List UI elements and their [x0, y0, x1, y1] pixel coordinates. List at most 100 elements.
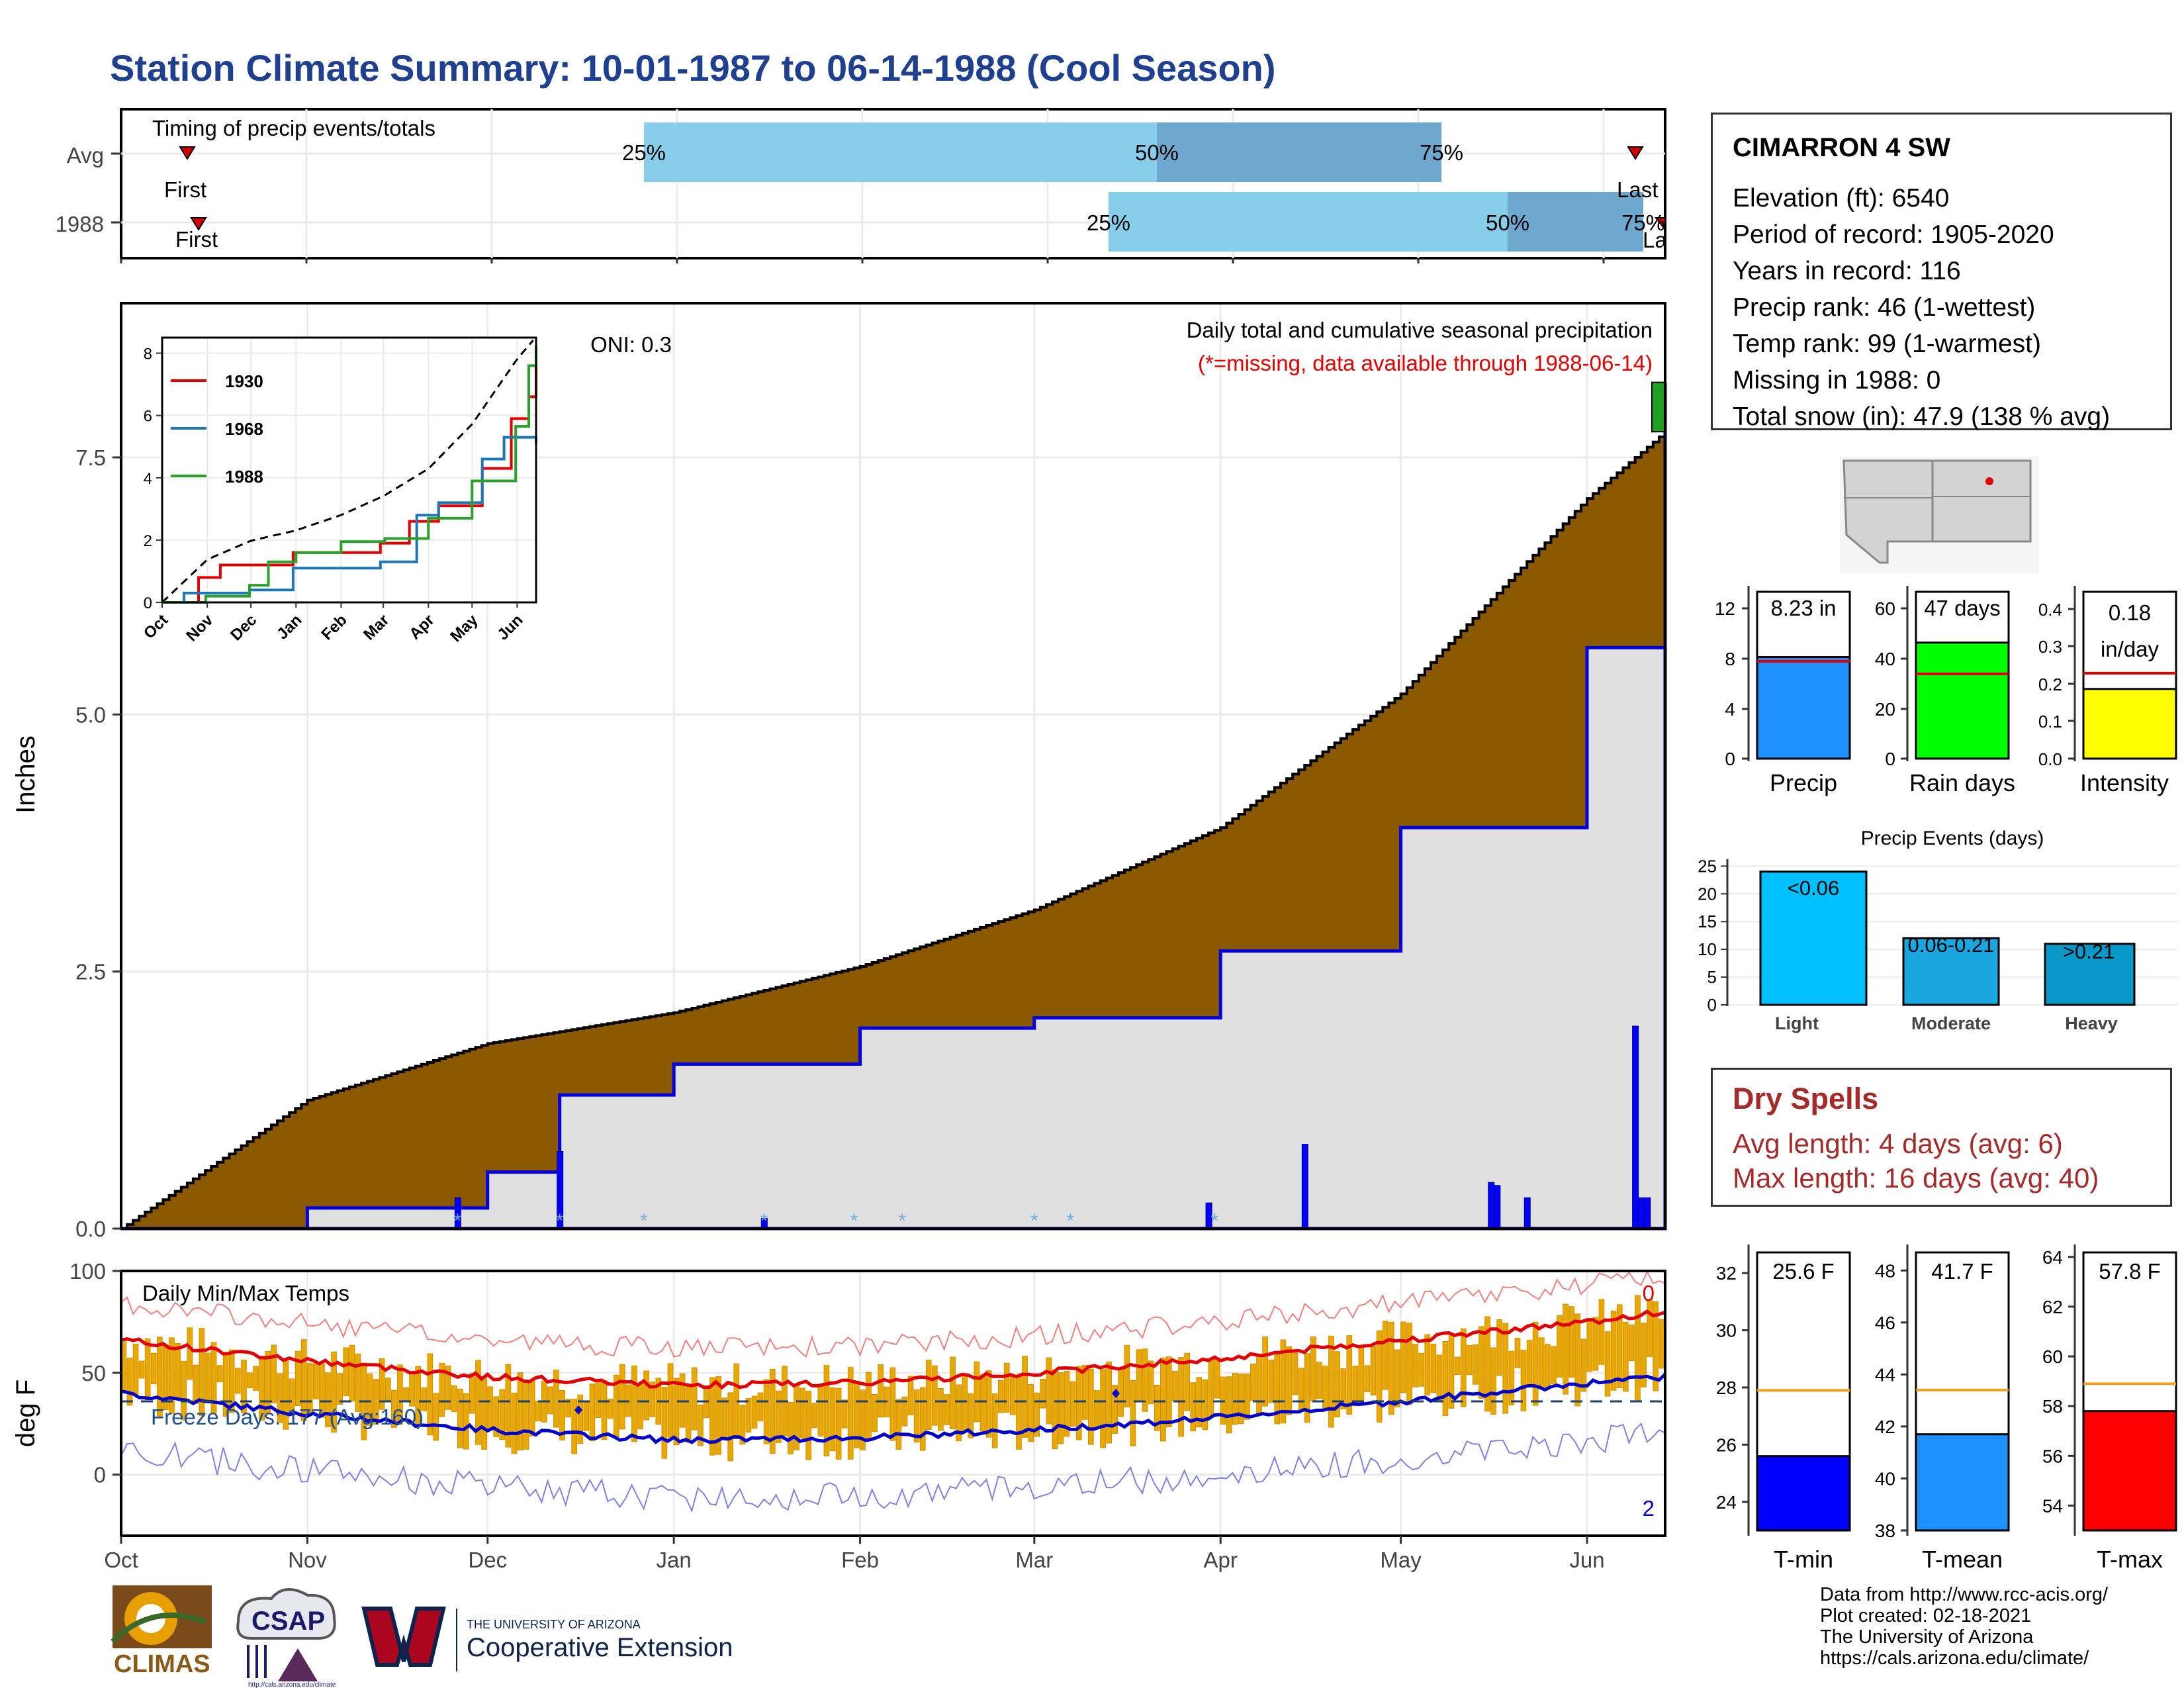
daily-temp-bar	[1532, 1321, 1539, 1406]
daily-temp-bar	[661, 1387, 668, 1459]
daily-temp-bar	[1100, 1369, 1106, 1448]
daily-temp-bar	[1088, 1368, 1094, 1445]
daily-temp-bar	[860, 1389, 866, 1450]
temp-xtick-label: Jun	[1569, 1548, 1604, 1572]
dry-spells-box: Dry Spells Avg length: 4 days (avg: 6) M…	[1711, 1068, 2172, 1207]
daily-temp-bar	[205, 1352, 211, 1401]
rain-days-bar	[1915, 641, 2010, 760]
daily-temp-bar	[985, 1370, 992, 1438]
timing-row-avg-label: Avg	[67, 143, 104, 167]
daily-temp-bar	[866, 1372, 872, 1438]
temp-xtick-label: Apr	[1204, 1548, 1238, 1572]
daily-temp-bar	[313, 1363, 319, 1399]
svg-text:0.2: 0.2	[2038, 675, 2062, 694]
station-precip-rank: Precip rank: 46 (1-wettest)	[1733, 293, 2036, 322]
inset-legend-label: 1930	[225, 371, 263, 391]
daily-precip-bar	[1524, 1197, 1531, 1229]
snow-event-marker: *	[760, 1210, 768, 1232]
precip-panel: Inches * * * * * * * * * 0.0 2.5 5.0 7.5 ONI: 0.3 D…	[11, 302, 1667, 1241]
tmin-tick-label: 30	[1716, 1321, 1737, 1341]
last-label-avg: Last	[1617, 177, 1658, 202]
svg-text:60: 60	[1875, 598, 1895, 619]
timing-panel: Avg 1988 Timing of precip events/totals …	[56, 108, 1666, 263]
daily-temp-bar	[1094, 1390, 1100, 1427]
daily-temp-bar	[1106, 1361, 1113, 1444]
svg-text:0.4: 0.4	[2038, 600, 2062, 620]
first-marker-1988	[190, 217, 207, 231]
daily-temp-bar	[1454, 1356, 1461, 1375]
svg-text:CLIMAS: CLIMAS	[114, 1650, 210, 1678]
daily-temp-bar	[1298, 1368, 1304, 1411]
precip-ytick-label: 7.5	[75, 445, 106, 470]
daily-temp-bar	[932, 1365, 938, 1426]
recent-precip-marker	[1651, 381, 1666, 433]
svg-text:0: 0	[1725, 749, 1735, 769]
temp-xtick-label: May	[1380, 1548, 1422, 1572]
daily-temp-bar	[1016, 1376, 1022, 1450]
daily-temp-bar	[799, 1387, 806, 1439]
cold-record-marker-2	[1112, 1389, 1120, 1398]
tmean-tick-label: 40	[1875, 1468, 1895, 1489]
daily-temp-bar	[427, 1353, 433, 1436]
tmax-tick-label: 62	[2042, 1297, 2063, 1317]
daily-temp-bar	[991, 1393, 998, 1448]
daily-temp-bar	[228, 1349, 235, 1413]
daily-temp-bar	[1653, 1301, 1659, 1391]
daily-temp-bar	[475, 1360, 481, 1445]
tmin-bar-chart: 24 26 28 30 32 25.6 F T-min	[1716, 1244, 1851, 1573]
daily-temp-bar	[698, 1404, 704, 1446]
daily-temp-bar	[1520, 1350, 1527, 1411]
daily-temp-bar	[1629, 1324, 1635, 1362]
daily-temp-bar	[391, 1389, 397, 1428]
daily-temp-bar	[1623, 1321, 1629, 1392]
daily-temp-bar	[1388, 1321, 1394, 1415]
svg-text:4: 4	[1725, 699, 1735, 720]
credit-line: Data from http://www.rcc-acis.org/	[1820, 1584, 2109, 1605]
daily-temp-bar	[1496, 1319, 1503, 1376]
timing-label: Timing of precip events/totals	[152, 116, 435, 140]
daily-temp-bar	[169, 1337, 175, 1415]
daily-temp-bar	[199, 1328, 205, 1417]
station-snow: Total snow (in): 47.9 (138 % avg)	[1733, 402, 2111, 431]
daily-temp-bar	[1586, 1321, 1593, 1372]
rain-days-bar-chart: 0 20 40 60 47 days Rain days	[1875, 586, 2015, 796]
credit-line: Plot created: 02-18-2021	[1820, 1605, 2032, 1626]
daily-temp-bar	[1022, 1356, 1028, 1438]
daily-temp-bar	[1064, 1371, 1070, 1437]
daily-temp-bar	[1046, 1357, 1052, 1425]
tmean-bar	[1915, 1433, 2010, 1532]
inset-legend-label: 1968	[225, 419, 263, 439]
events-light-label: Light	[1775, 1013, 1819, 1033]
daily-temp-bar	[1034, 1392, 1040, 1437]
daily-temp-bar	[1473, 1344, 1479, 1385]
daily-temp-bar	[1412, 1344, 1418, 1387]
daily-temp-bar	[1190, 1382, 1197, 1432]
daily-temp-bar	[1659, 1319, 1665, 1369]
daily-temp-bar	[1142, 1348, 1148, 1412]
daily-temp-bar	[1376, 1330, 1383, 1423]
daily-temp-bar	[751, 1395, 758, 1429]
station-period: Period of record: 1905-2020	[1733, 220, 2054, 249]
daily-temp-bar	[1406, 1323, 1412, 1405]
daily-temp-bar	[1256, 1356, 1262, 1414]
daily-temp-bar	[1563, 1303, 1569, 1395]
tmean-tick-label: 42	[1875, 1417, 1895, 1437]
daily-temp-bar	[295, 1350, 301, 1406]
daily-temp-bar	[181, 1361, 187, 1421]
daily-temp-bar	[1340, 1368, 1347, 1409]
tmin-record-line	[120, 1422, 1666, 1513]
daily-temp-bar	[757, 1392, 764, 1421]
daily-temp-bar	[1610, 1310, 1617, 1391]
csap-logo: CSAP http://cals.arizona.edu/climate	[236, 1588, 336, 1688]
daily-temp-bar	[157, 1336, 163, 1417]
svg-text:http://cals.arizona.edu/climat: http://cals.arizona.edu/climate	[248, 1681, 336, 1688]
daily-temp-bar	[788, 1402, 794, 1454]
daily-temp-bar	[1502, 1323, 1509, 1414]
daily-temp-bar	[727, 1392, 734, 1462]
daily-temp-bar	[517, 1372, 523, 1451]
precip-event-bar	[1759, 870, 1868, 1006]
events-tick-label: 15	[1698, 912, 1717, 931]
daily-temp-bar	[956, 1384, 962, 1442]
daily-temp-bar	[132, 1343, 139, 1395]
daily-temp-bar	[583, 1401, 590, 1431]
